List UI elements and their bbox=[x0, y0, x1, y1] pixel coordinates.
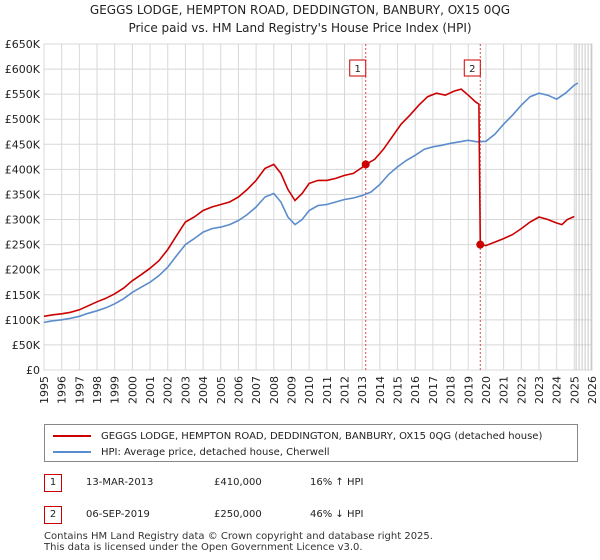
transaction-price: £250,000 bbox=[214, 509, 262, 520]
forecast-hatch bbox=[575, 44, 592, 370]
x-tick-label: 2018 bbox=[445, 376, 458, 404]
annotation-label: 1 bbox=[355, 64, 361, 75]
sale-point bbox=[476, 240, 485, 249]
y-tick-label: £600K bbox=[5, 63, 41, 76]
footer-line-1: Contains HM Land Registry data © Crown c… bbox=[44, 531, 433, 542]
chart-subtitle: Price paid vs. HM Land Registry's House … bbox=[128, 21, 472, 35]
property-line bbox=[43, 88, 575, 318]
footer-line-2: This data is licensed under the Open Gov… bbox=[44, 542, 363, 553]
x-tick-label: 1996 bbox=[56, 376, 69, 404]
y-tick-label: £0 bbox=[26, 364, 40, 377]
x-tick-label: 2010 bbox=[303, 376, 316, 404]
x-tick-label: 2025 bbox=[568, 376, 581, 404]
x-tick-label: 2026 bbox=[586, 376, 599, 404]
x-axis-ticks: 1995 1996 1997 1998 1999 2000 2001 2002 2003 2004… bbox=[38, 376, 599, 404]
x-tick-label: 2019 bbox=[462, 376, 475, 404]
x-tick-label: 2017 bbox=[427, 376, 440, 404]
transaction-date: 06-SEP-2019 bbox=[86, 509, 150, 520]
x-tick-label: 2014 bbox=[374, 376, 387, 404]
y-tick-label: £100K bbox=[5, 314, 41, 327]
transaction-price: £410,000 bbox=[214, 477, 262, 488]
y-tick-label: £250K bbox=[5, 239, 41, 252]
x-tick-label: 2006 bbox=[232, 376, 245, 404]
sale-point bbox=[361, 160, 370, 169]
footer: Contains HM Land Registry data © Crown c… bbox=[44, 531, 433, 553]
legend-label-hpi: HPI: Average price, detached house, Cher… bbox=[101, 446, 330, 458]
x-tick-label: 2011 bbox=[321, 376, 334, 404]
x-tick-label: 2021 bbox=[498, 376, 511, 404]
hpi-line bbox=[43, 82, 579, 324]
y-tick-label: £150K bbox=[5, 289, 41, 302]
x-tick-label: 1999 bbox=[109, 376, 122, 404]
grid bbox=[43, 43, 593, 371]
x-tick-label: 2005 bbox=[215, 376, 228, 404]
series-lines bbox=[43, 82, 579, 324]
x-tick-label: 2012 bbox=[339, 376, 352, 404]
y-tick-label: £50K bbox=[12, 339, 41, 352]
x-tick-label: 2015 bbox=[392, 376, 405, 404]
annotation-label: 2 bbox=[469, 64, 475, 75]
y-tick-label: £650K bbox=[5, 38, 41, 51]
annotation-box bbox=[349, 59, 367, 77]
y-tick-label: £200K bbox=[5, 264, 41, 277]
transaction-hpi: 16% ↑ HPI bbox=[310, 477, 364, 488]
x-tick-label: 2003 bbox=[179, 376, 192, 404]
transaction-number: 1 bbox=[44, 474, 62, 492]
legend-item-hpi: HPI: Average price, detached house, Cher… bbox=[53, 445, 330, 459]
y-tick-label: £450K bbox=[5, 138, 41, 151]
x-tick-label: 1998 bbox=[91, 376, 104, 404]
x-tick-label: 1995 bbox=[38, 376, 51, 404]
price-chart: £0 £50K £100K £150K £200K £250K £300K £350K £400… bbox=[5, 38, 599, 404]
x-tick-label: 2023 bbox=[533, 376, 546, 404]
x-tick-label: 1997 bbox=[73, 376, 86, 404]
x-tick-label: 2007 bbox=[250, 376, 263, 404]
transaction-date: 13-MAR-2013 bbox=[86, 477, 154, 488]
x-tick-label: 2002 bbox=[162, 376, 175, 404]
x-tick-label: 2016 bbox=[409, 376, 422, 404]
transaction-number: 2 bbox=[44, 506, 62, 524]
x-tick-label: 2001 bbox=[144, 376, 157, 404]
x-tick-label: 2008 bbox=[268, 376, 281, 404]
transaction-hpi: 46% ↓ HPI bbox=[310, 509, 364, 520]
x-tick-label: 2009 bbox=[285, 376, 298, 404]
x-tick-label: 2024 bbox=[551, 376, 564, 404]
legend-line-hpi bbox=[53, 451, 91, 453]
annotation-box bbox=[463, 59, 481, 77]
legend-label-property: GEGGS LODGE, HEMPTON ROAD, DEDDINGTON, B… bbox=[101, 430, 543, 442]
x-tick-label: 2000 bbox=[126, 376, 139, 404]
x-tick-label: 2013 bbox=[356, 376, 369, 404]
plot-area bbox=[43, 43, 593, 371]
legend: GEGGS LODGE, HEMPTON ROAD, DEDDINGTON, B… bbox=[44, 424, 578, 462]
y-axis-ticks: £0 £50K £100K £150K £200K £250K £300K £350K £400… bbox=[5, 38, 41, 377]
y-tick-label: £400K bbox=[5, 163, 41, 176]
chart-title: GEGGS LODGE, HEMPTON ROAD, DEDDINGTON, B… bbox=[89, 3, 511, 17]
y-tick-label: £500K bbox=[5, 113, 41, 126]
y-tick-label: £350K bbox=[5, 188, 41, 201]
sale-points bbox=[361, 160, 485, 249]
x-tick-label: 2020 bbox=[480, 376, 493, 404]
y-tick-label: £550K bbox=[5, 88, 41, 101]
x-tick-label: 2022 bbox=[515, 376, 528, 404]
legend-line-property bbox=[53, 435, 91, 437]
y-tick-label: £300K bbox=[5, 214, 41, 227]
legend-item-property: GEGGS LODGE, HEMPTON ROAD, DEDDINGTON, B… bbox=[53, 429, 542, 443]
x-tick-label: 2004 bbox=[197, 376, 210, 404]
